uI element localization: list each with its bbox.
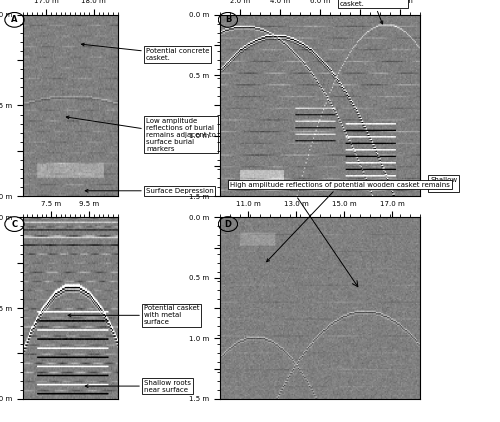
Text: B: B — [225, 15, 231, 24]
Text: Shallow
roots: Shallow roots — [421, 177, 457, 190]
Text: A: A — [11, 15, 18, 24]
Text: D: D — [224, 219, 232, 229]
Text: Potential collapsed
casket.: Potential collapsed casket. — [340, 0, 406, 24]
Text: Surface Depression: Surface Depression — [86, 188, 214, 194]
Text: Low amplitude
reflections of burial
remains adjacent to
surface burial
markers: Low amplitude reflections of burial rema… — [66, 116, 216, 151]
Text: Potential concrete
casket.: Potential concrete casket. — [82, 43, 210, 61]
Text: Potential casket
with metal
surface: Potential casket with metal surface — [68, 306, 200, 325]
Text: High amplitude reflections of potential wooden casket remains: High amplitude reflections of potential … — [230, 181, 450, 262]
Text: Shallow roots
near surface: Shallow roots near surface — [86, 379, 191, 392]
Text: C: C — [12, 219, 18, 229]
